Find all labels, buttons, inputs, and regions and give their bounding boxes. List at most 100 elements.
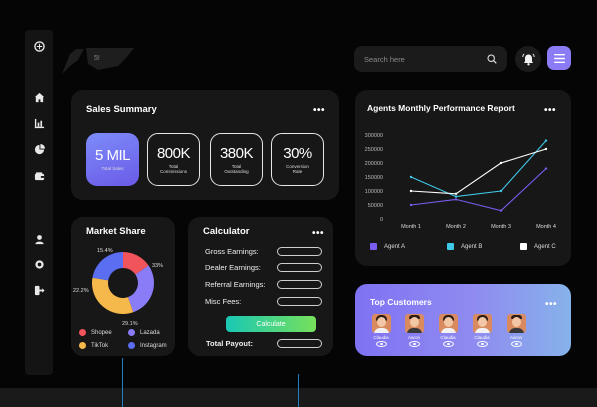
pie-slice-instagram xyxy=(92,252,123,281)
series-point xyxy=(409,203,413,207)
pie-slice-lazada xyxy=(127,265,154,313)
dealer-earnings-label: Dealer Earnings: xyxy=(205,263,261,272)
pie-label-shopee: 15.4% xyxy=(97,248,113,254)
legend-lazada: Lazada xyxy=(128,329,160,336)
gear-icon[interactable] xyxy=(33,258,45,270)
series-line-agent-c xyxy=(410,148,547,195)
eye-icon[interactable] xyxy=(476,341,488,347)
top-customers-title: Top Customers xyxy=(370,297,432,307)
y-tick-label: 0 xyxy=(380,217,383,223)
dealer-earnings-input[interactable] xyxy=(277,263,322,272)
gross-earnings-input[interactable] xyxy=(277,247,322,256)
avatar xyxy=(438,314,458,333)
menu-icon xyxy=(553,53,565,63)
series-point xyxy=(409,175,413,179)
series-point xyxy=(499,209,503,212)
avatar xyxy=(472,314,492,333)
legend-agent-b: Agent B xyxy=(447,243,482,250)
misc-fees-input[interactable] xyxy=(277,297,322,306)
customer-name: Claudia xyxy=(373,335,389,340)
avatar xyxy=(404,314,424,333)
market-share-donut: 15.4% 33% 22.2% 29.1% xyxy=(73,248,163,327)
search-icon[interactable] xyxy=(487,54,497,64)
x-tick-label: Month 1 xyxy=(401,224,421,230)
stat-value: 5 MIL xyxy=(94,147,131,165)
market-share-title: Market Share xyxy=(86,226,146,237)
market-share-card xyxy=(71,217,175,356)
pie-label-instagram: 22.2% xyxy=(73,288,89,294)
customer-name: Claudia xyxy=(440,335,456,340)
guide-line-left xyxy=(122,358,123,407)
series-line-agent-a xyxy=(410,168,547,212)
stat-conversion-rate: 30% Conversion Rate xyxy=(271,133,324,186)
customer-card[interactable]: Claudia xyxy=(370,314,392,347)
gross-earnings-label: Gross Earnings: xyxy=(205,247,259,256)
calculate-button[interactable]: Calculate xyxy=(226,316,316,332)
series-point xyxy=(499,161,503,165)
avatar xyxy=(371,314,391,333)
guide-line-right xyxy=(298,374,299,407)
referral-earnings-input[interactable] xyxy=(277,280,322,289)
eye-icon[interactable] xyxy=(408,341,420,347)
stat-total-commissions: 800K Total Commissions xyxy=(147,133,200,186)
search-input[interactable] xyxy=(364,54,487,64)
customer-card[interactable]: Claudia xyxy=(437,314,459,347)
legend-shopee: Shopee xyxy=(79,329,112,336)
calculator-title: Calculator xyxy=(203,226,250,237)
stat-label: Total Outstanding xyxy=(224,163,249,175)
series-point xyxy=(544,167,548,170)
legend-swatch xyxy=(128,329,135,336)
y-tick-label: 50000 xyxy=(368,203,383,209)
customer-card[interactable]: Aaron xyxy=(403,314,425,347)
pie-slice-tiktok xyxy=(92,277,134,314)
legend-agent-a: Agent A xyxy=(370,243,405,250)
agents-report-title: Agents Monthly Performance Report xyxy=(367,103,515,113)
sales-summary-more-button[interactable]: ••• xyxy=(313,105,326,116)
eye-icon[interactable] xyxy=(375,341,387,347)
series-point xyxy=(544,139,548,142)
stat-value: 380K xyxy=(219,144,254,162)
series-point xyxy=(544,147,548,151)
brand-logo xyxy=(62,48,134,74)
top-customers-more-button[interactable]: ••• xyxy=(545,299,558,310)
legend-swatch xyxy=(79,329,86,336)
bell-icon xyxy=(521,53,535,65)
customer-card[interactable]: Claudia xyxy=(471,314,493,347)
agents-report-more-button[interactable]: ••• xyxy=(544,105,557,116)
legend-swatch xyxy=(447,243,454,250)
menu-button[interactable] xyxy=(547,46,571,70)
y-tick-label: 250000 xyxy=(365,147,383,153)
legend-swatch xyxy=(79,342,86,349)
stat-value: 800K xyxy=(156,144,191,162)
total-payout-label: Total Payout: xyxy=(206,339,253,348)
customer-card[interactable]: Aaron xyxy=(505,314,527,347)
wallet-icon[interactable] xyxy=(33,170,45,182)
customer-name: Aaron xyxy=(509,335,522,340)
legend-agent-c: Agent C xyxy=(520,243,556,250)
series-line-agent-b xyxy=(410,140,547,198)
pie-slice-shopee xyxy=(123,252,149,275)
notification-button[interactable] xyxy=(515,46,541,72)
referral-earnings-label: Referral Earnings: xyxy=(205,280,266,289)
pie-chart-icon[interactable] xyxy=(33,143,45,155)
logout-icon[interactable] xyxy=(33,284,45,296)
brand-text: 5! xyxy=(94,55,100,62)
misc-fees-label: Misc Fees: xyxy=(205,297,242,306)
series-point xyxy=(499,189,503,193)
calculator-more-button[interactable]: ••• xyxy=(312,228,325,239)
user-icon[interactable] xyxy=(33,233,45,245)
stat-value: 30% xyxy=(283,144,312,162)
eye-icon[interactable] xyxy=(510,341,522,347)
series-point xyxy=(454,195,458,198)
legend-tiktok: TikTok xyxy=(79,342,108,349)
stat-label: Total Commissions xyxy=(159,163,187,175)
eye-icon[interactable] xyxy=(442,341,454,347)
logo-icon[interactable] xyxy=(33,40,45,52)
home-icon[interactable] xyxy=(33,91,45,103)
y-tick-label: 150000 xyxy=(365,175,383,181)
top-customers-card xyxy=(355,284,571,356)
search-bar[interactable] xyxy=(354,46,507,72)
bar-chart-icon[interactable] xyxy=(33,117,45,129)
stat-label: Total Sales xyxy=(101,166,124,172)
total-payout-field[interactable] xyxy=(277,339,322,348)
